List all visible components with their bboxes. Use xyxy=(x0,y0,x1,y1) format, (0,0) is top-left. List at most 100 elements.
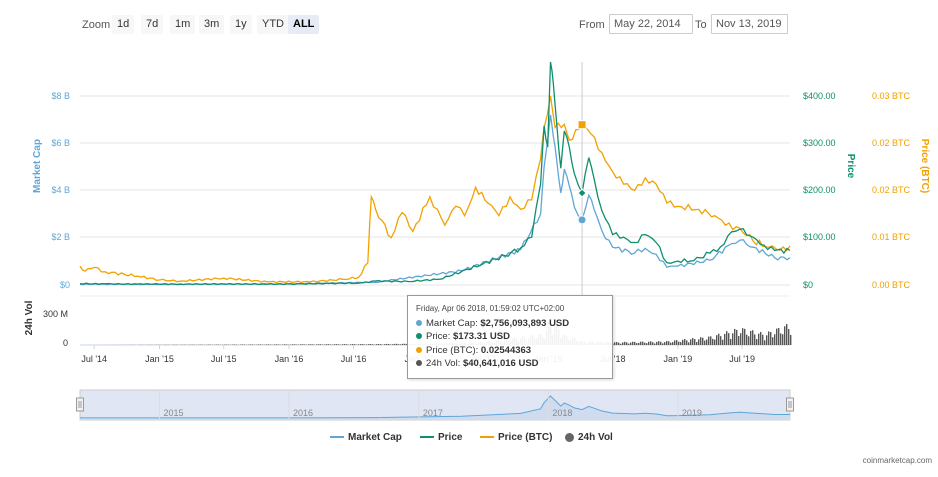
zoom-1d-button[interactable]: 1d xyxy=(112,15,135,34)
volume-bar xyxy=(734,328,736,345)
volume-axis: 0 300 M xyxy=(43,309,68,348)
price-tick-label: $200.00 xyxy=(803,185,836,195)
navigator-right-handle[interactable] xyxy=(786,397,794,412)
navigator-left-handle[interactable] xyxy=(76,397,84,412)
from-label: From xyxy=(579,19,605,31)
volume-bar xyxy=(654,343,656,345)
price-btc-axis: 0.00 BTC 0.01 BTC 0.02 BTC 0.02 BTC 0.03 BTC xyxy=(872,91,911,290)
volume-axis-title: 24h Vol xyxy=(24,300,35,335)
chart-series xyxy=(79,61,791,286)
volume-bar xyxy=(676,340,678,345)
price-tick-label: $400.00 xyxy=(803,91,836,101)
volume-dot-icon xyxy=(416,360,422,367)
volume-bar xyxy=(320,344,322,345)
zoom-all-button[interactable]: ALL xyxy=(288,15,320,34)
volume-bar xyxy=(388,344,390,345)
volume-bar xyxy=(362,344,364,345)
market-cap-tick-label: $4 B xyxy=(51,185,70,195)
tooltip-value: $173.31 USD xyxy=(452,331,510,342)
volume-bar xyxy=(670,342,672,345)
volume-bar xyxy=(786,324,788,345)
volume-bar xyxy=(328,344,330,345)
volume-bar xyxy=(302,344,304,345)
price-btc-dot-icon xyxy=(416,346,422,353)
volume-bar xyxy=(774,334,776,345)
volume-bar xyxy=(308,344,310,345)
volume-bar xyxy=(344,344,346,345)
zoom-7d-button[interactable]: 7d xyxy=(141,15,164,34)
volume-bar xyxy=(632,341,634,345)
volume-bar xyxy=(718,333,720,345)
tooltip-value: 0.02544363 xyxy=(480,344,532,356)
volume-bar xyxy=(276,344,278,345)
navigator-year-label: 2016 xyxy=(293,408,313,418)
price-btc-tick-label: 0.03 BTC xyxy=(872,91,911,101)
volume-bar xyxy=(652,342,654,345)
volume-bar xyxy=(666,341,668,345)
chart-legend: Market Cap Price Price (BTC) 24h Vol xyxy=(0,432,938,448)
volume-bar xyxy=(300,344,302,345)
navigator-area xyxy=(80,396,790,420)
volume-bar xyxy=(326,344,328,345)
navigator[interactable]: 2015 2016 2017 2018 2019 xyxy=(76,389,794,421)
volume-bar xyxy=(266,344,268,345)
zoom-3m-button[interactable]: 3m xyxy=(199,15,225,34)
volume-bar xyxy=(404,343,406,345)
volume-bar xyxy=(782,334,784,345)
volume-bar xyxy=(740,333,742,345)
volume-bar xyxy=(660,341,662,345)
volume-bar xyxy=(770,332,772,345)
tooltip-value: $40,641,016 USD xyxy=(462,358,539,369)
zoom-1y-button[interactable]: 1y xyxy=(230,15,252,34)
x-tick-label: Jul '16 xyxy=(341,354,367,364)
volume-bar xyxy=(250,344,252,345)
line-swatch-icon xyxy=(480,436,494,439)
legend-market-cap[interactable]: Market Cap xyxy=(330,432,402,443)
volume-bar xyxy=(620,343,622,345)
volume-bar xyxy=(668,341,670,345)
volume-bar xyxy=(346,344,348,345)
volume-bar xyxy=(234,344,236,345)
volume-bar xyxy=(294,344,296,345)
volume-bar xyxy=(242,344,244,345)
volume-bar xyxy=(684,339,686,345)
volume-bar xyxy=(788,329,790,345)
volume-bar xyxy=(758,333,760,345)
volume-bar xyxy=(690,339,692,345)
volume-bar xyxy=(714,339,716,345)
volume-bar xyxy=(304,344,306,345)
navigator-year-label: 2015 xyxy=(163,408,183,418)
volume-bar xyxy=(338,344,340,345)
volume-bar xyxy=(352,344,354,345)
volume-bar xyxy=(390,344,392,345)
volume-bar xyxy=(692,338,694,345)
volume-bar xyxy=(702,337,704,345)
from-date-input[interactable] xyxy=(609,14,693,34)
zoom-1m-button[interactable]: 1m xyxy=(170,15,196,34)
volume-bar xyxy=(708,336,710,345)
legend-label: 24h Vol xyxy=(578,432,613,443)
legend-price[interactable]: Price xyxy=(420,432,462,443)
legend-24h-vol[interactable]: 24h Vol xyxy=(565,432,613,443)
volume-bar xyxy=(752,330,754,345)
zoom-ytd-button[interactable]: YTD xyxy=(257,15,289,34)
tooltip-row-market-cap: Market Cap: $2,756,093,893 USD xyxy=(416,317,604,331)
x-tick-label: Jan '19 xyxy=(664,354,693,364)
volume-bar xyxy=(358,344,360,345)
volume-bar xyxy=(258,344,260,345)
market-cap-tick-label: $8 B xyxy=(51,91,70,101)
price-axis-title: Price xyxy=(845,154,856,179)
line-swatch-icon xyxy=(330,436,344,439)
volume-bar xyxy=(386,343,388,345)
volume-bar xyxy=(712,338,714,345)
volume-bar xyxy=(710,336,712,345)
volume-bar xyxy=(396,343,398,345)
price-btc-tick-label: 0.02 BTC xyxy=(872,185,911,195)
volume-bar xyxy=(778,328,780,345)
volume-bar xyxy=(630,342,632,345)
volume-bar xyxy=(682,339,684,345)
to-date-input[interactable] xyxy=(711,14,788,34)
volume-bar xyxy=(318,344,320,345)
legend-price-btc[interactable]: Price (BTC) xyxy=(480,432,552,443)
